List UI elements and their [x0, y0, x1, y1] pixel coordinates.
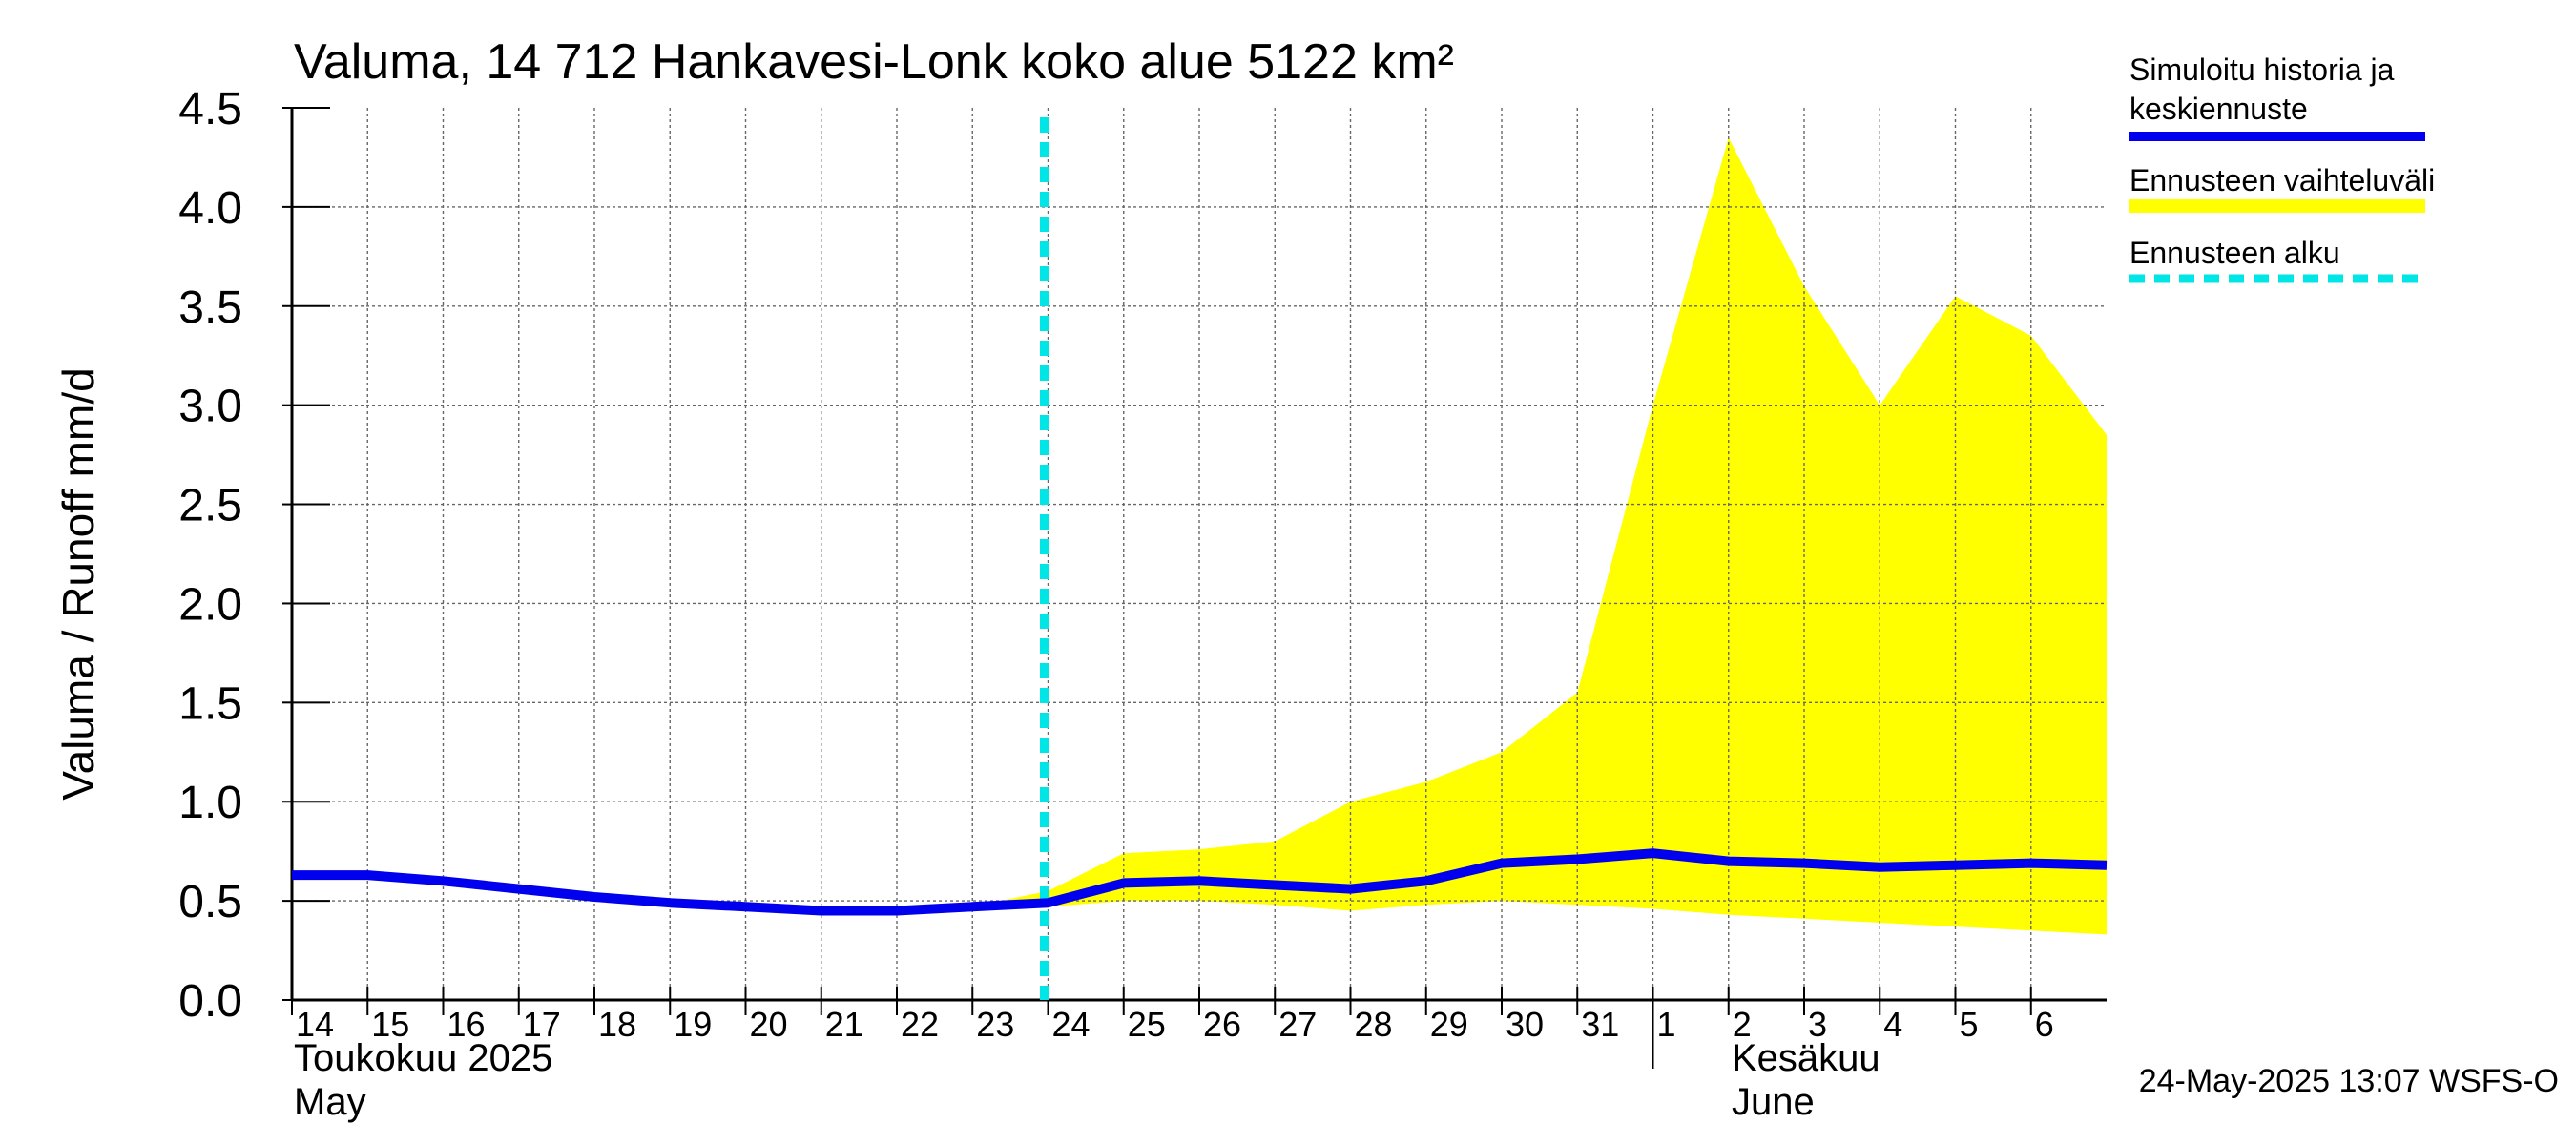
x-tick-label: 28 — [1355, 1005, 1393, 1044]
month-label-june-en: June — [1732, 1081, 1815, 1123]
x-tick-label: 25 — [1128, 1005, 1166, 1044]
x-tick-label: 3 — [1808, 1005, 1827, 1044]
x-tick-label: 31 — [1581, 1005, 1619, 1044]
legend: Simuloitu historia ja keskiennuste Ennus… — [2129, 52, 2435, 283]
x-tick-label: 4 — [1883, 1005, 1902, 1044]
x-tick-label: 14 — [296, 1005, 334, 1044]
x-tick-label: 17 — [523, 1005, 561, 1044]
y-tick-label: 0.5 — [178, 877, 242, 927]
month-label-may-fi: Toukokuu 2025 — [294, 1037, 552, 1079]
month-label-june-fi: Kesäkuu — [1732, 1037, 1880, 1079]
y-tick-label: 3.5 — [178, 282, 242, 333]
x-tick-label: 15 — [371, 1005, 409, 1044]
x-tick-label: 18 — [598, 1005, 636, 1044]
legend-label-simulated-line2: keskiennuste — [2129, 92, 2308, 126]
x-tick-label: 2 — [1733, 1005, 1752, 1044]
y-tick-label: 4.5 — [178, 84, 242, 135]
y-tick-label: 1.5 — [178, 678, 242, 729]
x-tick-label: 1 — [1657, 1005, 1676, 1044]
y-tick-label: 2.5 — [178, 481, 242, 531]
y-tick-label: 3.0 — [178, 382, 242, 432]
legend-label-range: Ennusteen vaihteluväli — [2129, 163, 2435, 198]
y-axis-label: Valuma / Runoff mm/d — [53, 367, 103, 800]
y-tick-label: 2.0 — [178, 579, 242, 630]
x-tick-label: 21 — [825, 1005, 863, 1044]
plot-area: 0.00.51.01.52.02.53.03.54.04.514 15 16 17 18… — [178, 84, 2108, 1069]
x-tick-label: 22 — [901, 1005, 939, 1044]
x-tick-label: 23 — [976, 1005, 1014, 1044]
x-tick-label: 30 — [1506, 1005, 1544, 1044]
month-label-may-en: May — [294, 1081, 366, 1123]
x-tick-label: 6 — [2035, 1005, 2054, 1044]
legend-label-forecast-start: Ennusteen alku — [2129, 236, 2340, 270]
x-tick-label: 24 — [1052, 1005, 1091, 1044]
legend-label-simulated-line1: Simuloitu historia ja — [2129, 52, 2395, 87]
x-tick-label: 5 — [1960, 1005, 1979, 1044]
y-tick-label: 4.0 — [178, 183, 242, 234]
x-tick-label: 20 — [750, 1005, 788, 1044]
x-tick-label: 16 — [447, 1005, 486, 1044]
simulated-mean-line — [292, 848, 2108, 916]
y-tick-label: 1.0 — [178, 778, 242, 828]
footer-timestamp: 24-May-2025 13:07 WSFS-O — [2139, 1063, 2559, 1099]
chart-title: Valuma, 14 712 Hankavesi-Lonk koko alue … — [294, 34, 1454, 90]
x-tick-label: 27 — [1278, 1005, 1317, 1044]
forecast-range-band — [972, 137, 2107, 935]
y-tick-label: 0.0 — [178, 976, 242, 1027]
x-tick-label: 19 — [674, 1005, 712, 1044]
x-tick-label: 29 — [1430, 1005, 1468, 1044]
x-tick-label: 26 — [1203, 1005, 1241, 1044]
